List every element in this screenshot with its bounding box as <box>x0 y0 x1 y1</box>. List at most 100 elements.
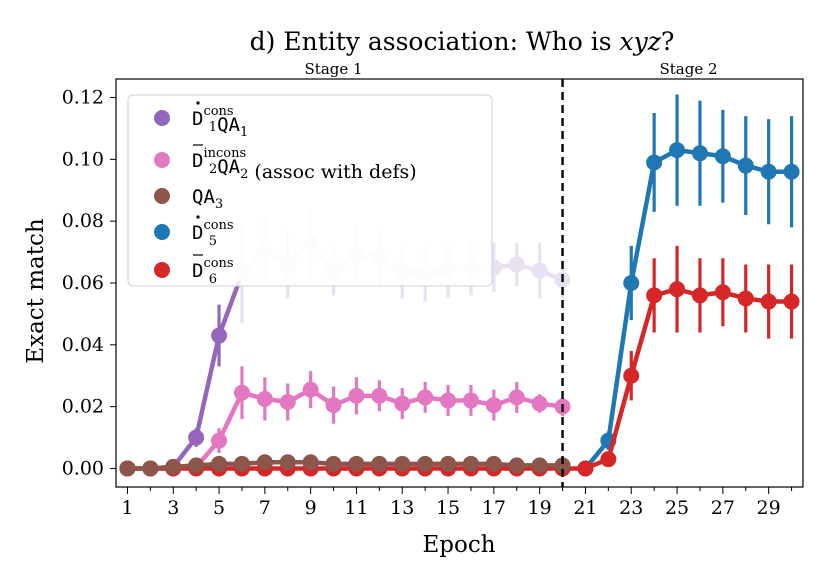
stage-labels: Stage 1 Stage 2 <box>305 60 718 78</box>
x-axis-label: Epoch <box>422 532 495 558</box>
legend-label-letter: D <box>192 222 203 244</box>
data-point <box>691 287 708 304</box>
data-point <box>508 457 525 474</box>
x-tick-label: 29 <box>757 497 781 519</box>
legend-label: Dcons 1QA1 <box>192 104 248 140</box>
legend-label: QA3 <box>192 186 223 212</box>
data-point <box>142 460 159 477</box>
data-point <box>371 455 388 472</box>
series-line-segment <box>216 390 245 443</box>
legend-box <box>127 94 493 287</box>
legend-label-letter: D <box>192 108 203 130</box>
legend-entry: Dcons 1QA1 <box>154 101 248 140</box>
axis-ticks: 1 3 5 7 9 11 13 15 17 19 21 23 25 27 290.000.020.040.0… <box>62 87 793 519</box>
data-point <box>714 148 731 165</box>
y-tick-label: 0.00 <box>62 457 104 479</box>
data-point <box>485 397 502 414</box>
data-point <box>760 293 777 310</box>
data-point <box>554 457 571 474</box>
stage-label: Stage 2 <box>659 60 717 78</box>
data-point <box>302 381 319 398</box>
data-point <box>211 455 228 472</box>
x-tick-label: 25 <box>665 497 689 519</box>
series-line-segment <box>606 280 634 443</box>
legend-label-letter: D <box>192 260 203 282</box>
data-point <box>211 432 228 449</box>
data-point <box>211 327 228 344</box>
x-tick-label: 21 <box>573 497 597 519</box>
legend-entry: Dcons 6 <box>154 254 234 287</box>
legend-entry: Dcons 5 <box>154 215 234 249</box>
legend-label-sup: cons <box>203 256 233 271</box>
data-point <box>394 455 411 472</box>
data-point <box>737 290 754 307</box>
data-point <box>623 367 640 384</box>
legend-label-note: (assoc with defs) <box>248 161 416 183</box>
legend-marker <box>154 152 170 168</box>
legend-label-extra: QA <box>192 186 215 208</box>
data-point <box>531 395 548 412</box>
chart-title: d) Entity association: Who is xyz? <box>250 27 675 56</box>
data-point <box>119 460 136 477</box>
legend-label-letter: D <box>192 150 203 172</box>
data-point <box>256 454 273 471</box>
series-3 <box>119 454 571 477</box>
legend-label-sub: 1 <box>209 120 217 135</box>
x-tick-label: 13 <box>390 497 414 519</box>
legend-marker <box>154 188 170 204</box>
chart-title-prefix: d) Entity association: Who is <box>250 27 620 56</box>
chart-title-variable: xyz <box>620 27 662 56</box>
series-line-segment <box>629 293 657 378</box>
legend-entry: QA3 <box>154 186 223 212</box>
x-tick-label: 7 <box>259 497 271 519</box>
legend-label: Dcons 5 <box>192 218 234 249</box>
legend-label-sup: cons <box>203 104 233 119</box>
y-tick-label: 0.02 <box>62 396 104 418</box>
series-line-segment <box>629 160 657 286</box>
data-point <box>531 262 548 279</box>
data-point <box>600 451 617 468</box>
data-point <box>165 458 182 475</box>
legend-label-sub: 6 <box>209 272 217 287</box>
data-point <box>508 389 525 406</box>
series-line-segment <box>193 333 222 440</box>
data-point <box>302 454 319 471</box>
chart-title-suffix: ? <box>661 27 674 56</box>
legend-label-extra-sub: 3 <box>215 197 223 212</box>
x-tick-label: 3 <box>167 497 179 519</box>
legend-label-extra-sub: 2 <box>240 167 248 182</box>
data-point <box>233 384 250 401</box>
axes-frame <box>115 78 804 488</box>
legend-label-sub: 2 <box>209 162 217 177</box>
legend-label-extra: QA <box>217 156 240 178</box>
x-tick-label: 11 <box>344 497 368 519</box>
data-point <box>188 457 205 474</box>
data-point <box>348 455 365 472</box>
data-point <box>462 455 479 472</box>
x-tick-label: 19 <box>528 497 552 519</box>
data-point <box>325 455 342 472</box>
x-tick-label: 23 <box>619 497 643 519</box>
data-point <box>348 387 365 404</box>
data-point <box>440 455 457 472</box>
legend-marker <box>154 110 170 126</box>
legend-label-extra: QA <box>217 114 240 136</box>
data-point <box>394 395 411 412</box>
x-tick-label: 15 <box>436 497 460 519</box>
data-point <box>669 281 686 298</box>
data-point <box>256 390 273 407</box>
legend-label-sup: incons <box>203 146 246 161</box>
y-tick-label: 0.12 <box>62 87 104 109</box>
data-point <box>714 284 731 301</box>
data-point <box>417 455 434 472</box>
x-tick-label: 5 <box>213 497 225 519</box>
y-tick-label: 0.08 <box>62 210 104 232</box>
data-point <box>371 387 388 404</box>
data-point <box>462 392 479 409</box>
data-point <box>279 394 296 410</box>
data-point <box>531 457 548 474</box>
y-axis-label: Exact match <box>23 218 49 364</box>
series-4 <box>577 94 800 477</box>
data-point <box>623 275 640 291</box>
